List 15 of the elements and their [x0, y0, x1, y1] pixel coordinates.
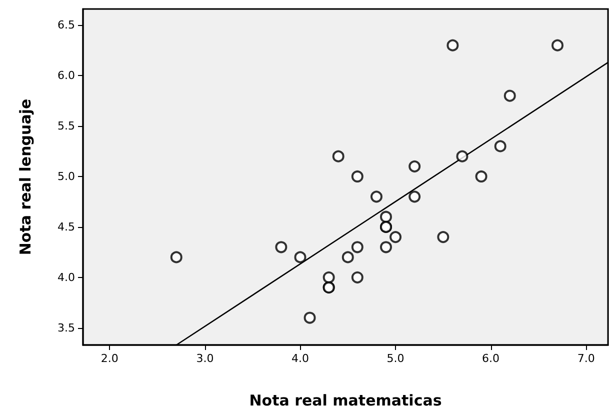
y-tick-label: 4.0 [58, 270, 75, 284]
y-tick-label: 6.5 [58, 18, 75, 32]
x-tick-label: 2.0 [100, 352, 118, 365]
x-tick-label: 4.0 [291, 352, 309, 365]
x-tick-label: 5.0 [386, 352, 404, 365]
y-tick-label: 3.5 [58, 321, 75, 334]
x-axis-title: Nota real matematicas [249, 392, 442, 410]
y-axis-title: Nota real lenguaje [16, 98, 34, 256]
x-tick-label: 6.0 [482, 352, 500, 365]
y-tick-label: 5.0 [58, 170, 75, 183]
y-tick-label: 4.5 [58, 220, 75, 234]
y-tick-label: 5.5 [58, 120, 75, 133]
x-tick-label: 7.0 [577, 352, 595, 365]
x-tick-label: 3.0 [196, 352, 214, 365]
y-tick-label: 6.0 [58, 69, 75, 82]
